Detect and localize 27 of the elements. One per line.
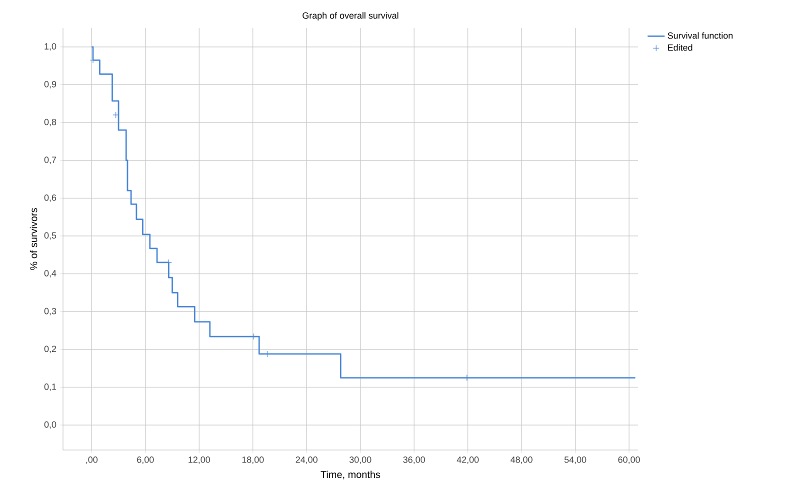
y-tick-label: 0,0	[44, 421, 56, 429]
y-tick-label: 0,5	[44, 232, 56, 240]
y-tick-label: 0,8	[44, 118, 56, 126]
x-tick-label: 30,00	[349, 456, 372, 464]
y-axis-title: % of survivors	[30, 208, 38, 270]
y-tick-label: 0,9	[44, 81, 56, 88]
y-tick-label: 0,7	[44, 156, 56, 164]
legend-label: Survival function	[668, 32, 733, 39]
x-tick-label: 48,00	[510, 456, 532, 464]
y-tick-label: 0,1	[44, 384, 56, 391]
x-tick-label: 18,00	[242, 456, 264, 464]
x-tick-label: 36,00	[403, 456, 425, 464]
legend-label: Edited	[668, 44, 692, 51]
x-tick-label: 12,00	[188, 456, 210, 464]
y-tick-label: 1,0	[44, 43, 56, 51]
x-tick-label: ,00	[86, 456, 98, 464]
x-axis-title: Time, months	[320, 470, 380, 480]
y-tick-label: 0,4	[44, 270, 56, 278]
y-tick-label: 0,3	[44, 308, 56, 316]
chart-title: Graph of overall survival	[302, 12, 398, 20]
x-tick-label: 60,00	[618, 456, 640, 464]
x-tick-label: 24,00	[296, 456, 318, 464]
y-tick-label: 0,2	[44, 346, 56, 354]
x-tick-label: 42,00	[456, 456, 479, 464]
y-tick-label: 0,6	[44, 194, 56, 202]
x-tick-label: 54,00	[564, 456, 586, 464]
x-tick-label: 6,00	[137, 456, 154, 464]
